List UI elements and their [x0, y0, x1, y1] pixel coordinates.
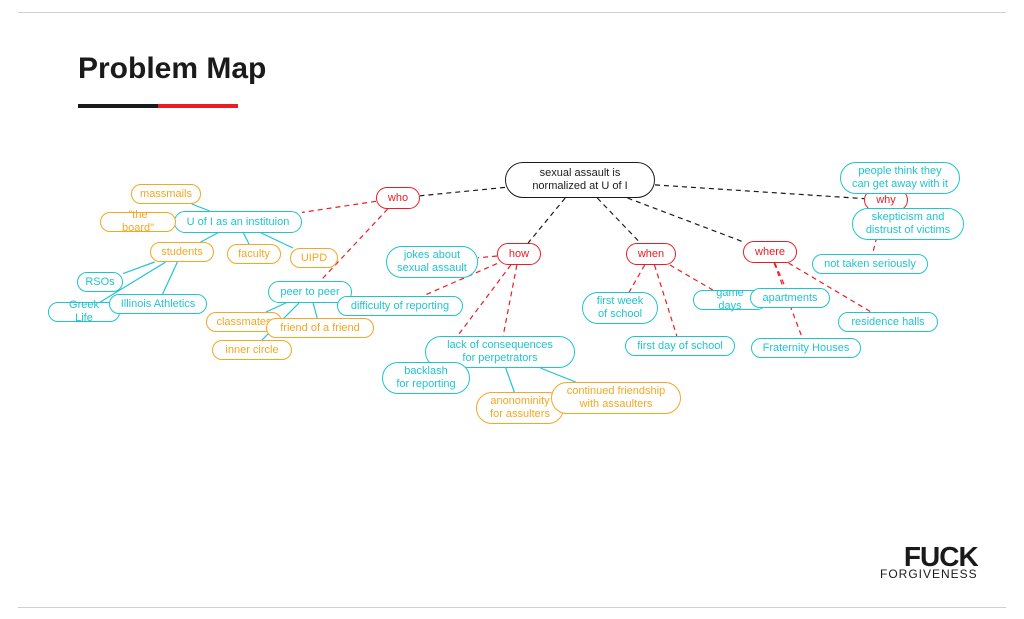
edge-when-fday	[655, 265, 677, 336]
node-root: sexual assault is normalized at U of I	[505, 162, 655, 198]
edge-lack-anon	[506, 368, 515, 392]
edge-who-inst	[302, 201, 376, 212]
node-how: how	[497, 243, 541, 265]
brand-line1: FUCK	[880, 545, 978, 569]
node-stud: students	[150, 242, 214, 262]
edge-who-peer	[320, 209, 387, 281]
node-fweek: first week of school	[582, 292, 658, 324]
slide-border	[18, 607, 1006, 608]
node-apt: apartments	[750, 288, 830, 308]
node-nts: not taken seriously	[812, 254, 928, 274]
edge-how-jokes	[478, 256, 497, 258]
node-ath: Illinois Athletics	[109, 294, 207, 314]
edge-peer-class	[266, 303, 286, 312]
edge-lack-cont	[540, 368, 575, 382]
node-cont: continued friendship with assaulters	[551, 382, 681, 414]
node-skep: skepticism and distrust of victims	[852, 208, 964, 240]
edge-when-gday	[670, 265, 713, 290]
title-underline	[78, 104, 238, 108]
node-res: residence halls	[838, 312, 938, 332]
edge-root-how	[528, 198, 565, 243]
edge-where-apt	[775, 263, 786, 288]
node-where: where	[743, 241, 797, 263]
edge-stud-ath	[163, 262, 178, 294]
edge-when-fweek	[629, 265, 645, 292]
node-inner: inner circle	[212, 340, 292, 360]
node-uipd: UIPD	[290, 248, 338, 268]
node-frat: Fraternity Houses	[751, 338, 861, 358]
node-who: who	[376, 187, 420, 209]
node-jokes: jokes about sexual assault	[386, 246, 478, 278]
node-away: people think they can get away with it	[840, 162, 960, 194]
node-when: when	[626, 243, 676, 265]
node-foaf: friend of a friend	[266, 318, 374, 338]
edge-how-lack	[503, 265, 517, 336]
edge-root-where	[628, 198, 744, 242]
node-back: backlash for reporting	[382, 362, 470, 394]
edge-inst-stud	[201, 233, 218, 242]
edge-inst-mass	[192, 204, 210, 211]
node-diff: difficulty of reporting	[337, 296, 463, 316]
edge-peer-foaf	[313, 303, 317, 318]
brand-line2: FORGIVENESS	[880, 569, 978, 579]
brand-logo: FUCK FORGIVENESS	[880, 545, 978, 579]
node-fac: faculty	[227, 244, 281, 264]
node-rsos: RSOs	[77, 272, 123, 292]
edge-stud-rsos	[123, 262, 155, 274]
node-inst: U of I as an instituion	[174, 211, 302, 233]
node-board: "the board"	[100, 212, 176, 232]
slide-border	[18, 12, 1006, 13]
edge-root-who	[420, 187, 505, 195]
node-fday: first day of school	[625, 336, 735, 356]
page-title: Problem Map	[78, 52, 266, 86]
edge-root-when	[597, 198, 640, 243]
edge-root-why	[655, 185, 864, 199]
edge-inst-fac	[244, 233, 250, 244]
node-mass: massmails	[131, 184, 201, 204]
